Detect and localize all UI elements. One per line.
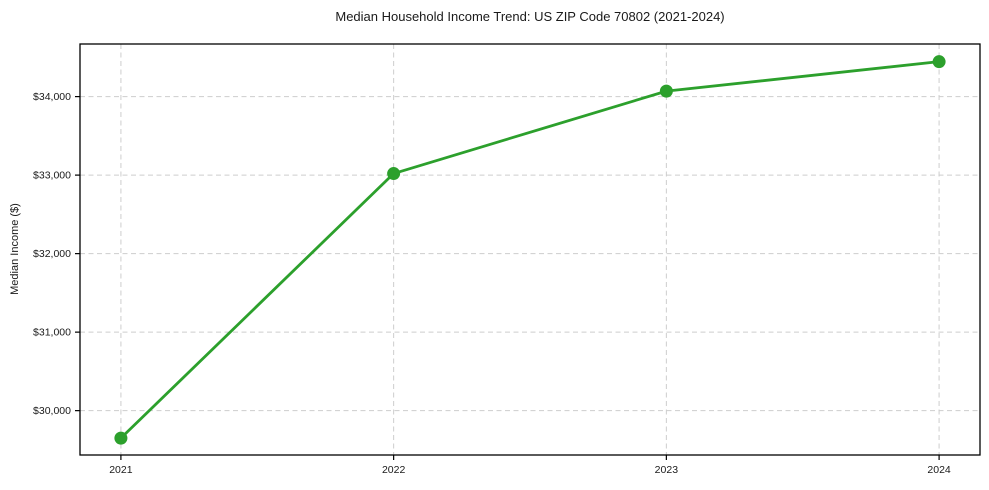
y-tick-label: $31,000 bbox=[33, 327, 71, 339]
x-tick-label: 2021 bbox=[109, 464, 133, 476]
y-tick-label: $33,000 bbox=[33, 170, 71, 182]
plot-border bbox=[79, 43, 981, 456]
y-tick-label: $34,000 bbox=[33, 91, 71, 103]
chart-title: Median Household Income Trend: US ZIP Co… bbox=[335, 9, 725, 24]
x-tick-label: 2023 bbox=[655, 464, 679, 476]
data-point-2024 bbox=[932, 55, 946, 69]
data-point-2023 bbox=[659, 84, 673, 98]
gridlines bbox=[80, 44, 980, 455]
x-tick-label: 2024 bbox=[927, 464, 951, 476]
y-tick-label: $32,000 bbox=[33, 248, 71, 260]
x-tick-label: 2022 bbox=[382, 464, 406, 476]
income-trend-line bbox=[119, 60, 941, 440]
data-points bbox=[114, 55, 946, 445]
y-tick-label: $30,000 bbox=[33, 405, 71, 417]
axis-tick-labels: $30,000 $31,000 $32,000 $33,000 $34,000 2021 2… bbox=[33, 91, 951, 476]
data-point-2022 bbox=[387, 167, 401, 181]
data-point-2021 bbox=[114, 431, 128, 445]
axis-ticks bbox=[75, 96, 940, 460]
